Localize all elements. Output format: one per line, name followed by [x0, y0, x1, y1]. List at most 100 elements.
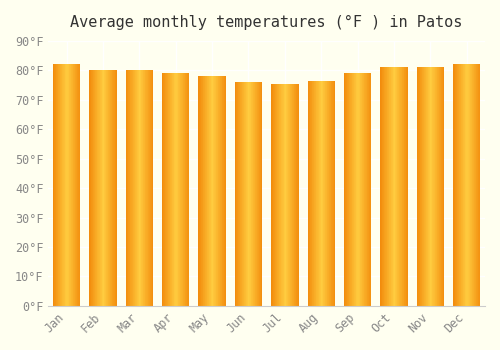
Bar — [440, 68, 442, 306]
Bar — [204, 76, 206, 306]
Bar — [435, 68, 436, 306]
Bar — [113, 70, 114, 306]
Bar — [442, 68, 444, 306]
Bar — [276, 84, 278, 306]
Bar — [348, 73, 349, 306]
Bar — [402, 68, 403, 306]
Bar — [475, 64, 476, 306]
Bar — [147, 70, 148, 306]
Bar — [431, 68, 432, 306]
Bar — [65, 64, 66, 306]
Bar — [208, 76, 210, 306]
Bar — [331, 80, 332, 306]
Bar — [101, 70, 102, 306]
Bar — [428, 68, 429, 306]
Bar — [425, 68, 426, 306]
Bar — [59, 64, 60, 306]
Bar — [366, 73, 367, 306]
Bar — [344, 73, 346, 306]
Bar — [105, 70, 106, 306]
Bar — [473, 64, 474, 306]
Bar — [392, 68, 394, 306]
Bar — [280, 84, 281, 306]
Bar — [184, 73, 186, 306]
Bar — [404, 68, 405, 306]
Bar — [292, 84, 293, 306]
Bar — [430, 68, 431, 306]
Bar — [201, 76, 202, 306]
Bar — [462, 64, 464, 306]
Bar — [328, 80, 329, 306]
Bar — [360, 73, 361, 306]
Bar — [135, 70, 136, 306]
Bar — [352, 73, 353, 306]
Bar — [170, 73, 171, 306]
Bar — [432, 68, 433, 306]
Bar — [350, 73, 351, 306]
Bar — [467, 64, 468, 306]
Bar — [309, 80, 310, 306]
Bar — [172, 73, 173, 306]
Bar — [329, 80, 330, 306]
Bar — [167, 73, 168, 306]
Bar — [221, 76, 222, 306]
Bar — [417, 68, 418, 306]
Bar — [210, 76, 212, 306]
Bar — [169, 73, 170, 306]
Bar — [291, 84, 292, 306]
Bar — [427, 68, 428, 306]
Bar — [465, 64, 466, 306]
Bar — [332, 80, 333, 306]
Bar — [173, 73, 174, 306]
Bar — [177, 73, 178, 306]
Bar — [251, 82, 252, 306]
Bar — [114, 70, 115, 306]
Bar — [358, 73, 359, 306]
Bar — [317, 80, 318, 306]
Bar — [405, 68, 406, 306]
Bar — [289, 84, 290, 306]
Bar — [388, 68, 390, 306]
Bar — [175, 73, 176, 306]
Bar — [165, 73, 166, 306]
Bar — [213, 76, 214, 306]
Bar — [418, 68, 419, 306]
Bar — [369, 73, 370, 306]
Bar — [176, 73, 177, 306]
Bar — [394, 68, 396, 306]
Bar — [149, 70, 150, 306]
Bar — [250, 82, 251, 306]
Bar — [472, 64, 473, 306]
Bar — [429, 68, 430, 306]
Bar — [218, 76, 219, 306]
Bar — [126, 70, 127, 306]
Bar — [130, 70, 131, 306]
Bar — [58, 64, 59, 306]
Bar — [220, 76, 221, 306]
Bar — [437, 68, 438, 306]
Bar — [290, 84, 291, 306]
Bar — [104, 70, 105, 306]
Bar — [320, 80, 322, 306]
Bar — [397, 68, 398, 306]
Bar — [359, 73, 360, 306]
Bar — [183, 73, 184, 306]
Bar — [312, 80, 313, 306]
Bar — [478, 64, 479, 306]
Bar — [133, 70, 134, 306]
Bar — [468, 64, 469, 306]
Bar — [284, 84, 285, 306]
Bar — [144, 70, 145, 306]
Bar — [326, 80, 328, 306]
Bar — [479, 64, 480, 306]
Bar — [423, 68, 424, 306]
Title: Average monthly temperatures (°F ) in Patos: Average monthly temperatures (°F ) in Pa… — [70, 15, 463, 30]
Bar — [203, 76, 204, 306]
Bar — [240, 82, 241, 306]
Bar — [319, 80, 320, 306]
Bar — [420, 68, 421, 306]
Bar — [78, 64, 79, 306]
Bar — [53, 64, 54, 306]
Bar — [163, 73, 164, 306]
Bar — [333, 80, 334, 306]
